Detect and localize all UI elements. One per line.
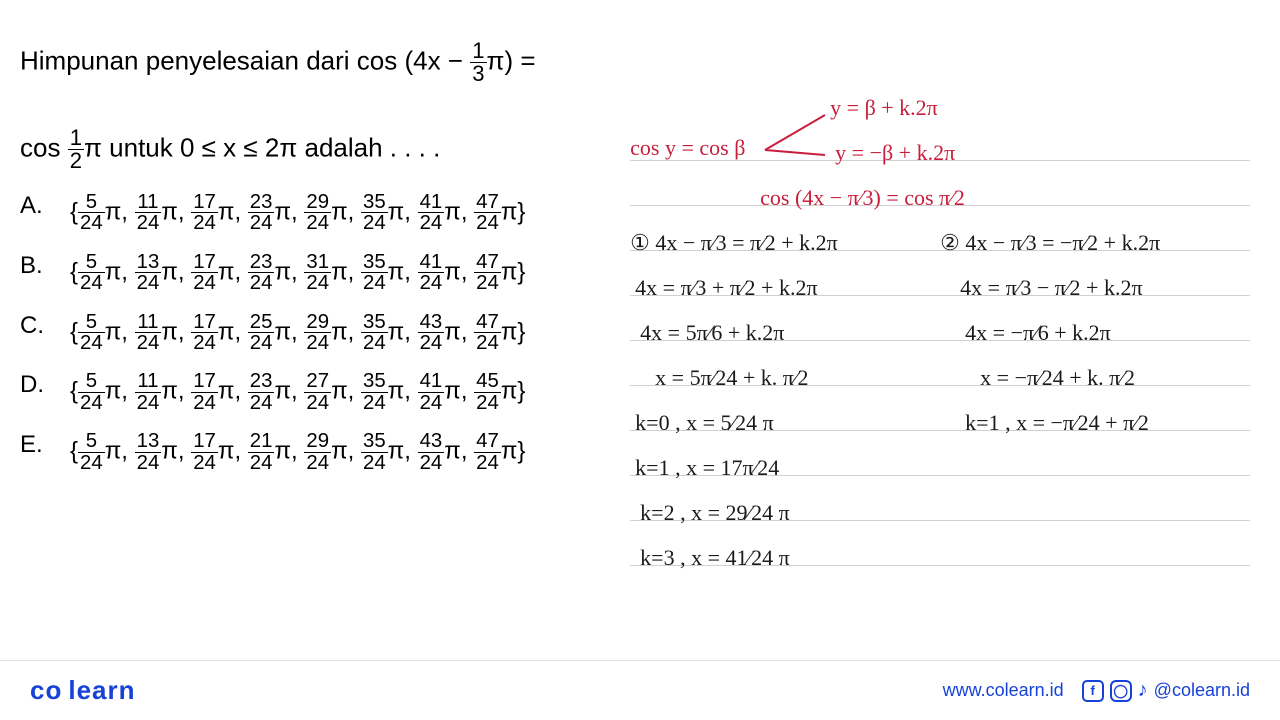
social-handle: @colearn.id xyxy=(1154,680,1250,701)
hw-c2-3: x = −π⁄24 + k. π⁄2 xyxy=(980,365,1135,391)
option-set: {524π, 1324π, 1724π, 2324π, 3124π, 3524π… xyxy=(70,252,525,294)
hw-c1-2: 4x = 5π⁄6 + k.2π xyxy=(640,320,784,346)
option-label: A. xyxy=(20,192,70,234)
hw-c1-0: ① 4x − π⁄3 = π⁄2 + k.2π xyxy=(630,230,838,256)
hw-red-lhs: cos y = cos β xyxy=(630,135,745,161)
question-text: Himpunan penyelesaian dari cos (4x − 13π… xyxy=(20,40,630,172)
option-set: {524π, 1324π, 1724π, 2124π, 2924π, 3524π… xyxy=(70,431,525,473)
social-icons: f ◯ ♪ @colearn.id xyxy=(1082,679,1250,702)
logo: colearn xyxy=(30,675,136,706)
hw-c2-1: 4x = π⁄3 − π⁄2 + k.2π xyxy=(960,275,1142,301)
hw-c2-4: k=1 , x = −π⁄24 + π⁄2 xyxy=(965,410,1149,436)
hw-c1-1: 4x = π⁄3 + π⁄2 + k.2π xyxy=(635,275,817,301)
q-line1-prefix: Himpunan penyelesaian dari cos (4x − xyxy=(20,45,470,75)
hw-c1-5: k=1 , x = 17π⁄24 xyxy=(635,455,779,481)
handwriting-area: y = β + k.2π cos y = cos β y = −β + k.2π… xyxy=(630,40,1260,491)
options-list: A.{524π, 1124π, 1724π, 2324π, 2924π, 352… xyxy=(20,192,630,473)
tiktok-icon: ♪ xyxy=(1138,679,1148,702)
question-area: Himpunan penyelesaian dari cos (4x − 13π… xyxy=(20,40,630,491)
branch-arrow-icon xyxy=(760,105,840,165)
option-label: C. xyxy=(20,312,70,354)
hw-c1-7: k=3 , x = 41⁄24 π xyxy=(640,545,790,571)
option-D: D.{524π, 1124π, 1724π, 2324π, 2724π, 352… xyxy=(20,371,630,413)
logo-part2: learn xyxy=(68,675,135,705)
hw-c2-2: 4x = −π⁄6 + k.2π xyxy=(965,320,1111,346)
logo-part1: co xyxy=(30,675,62,705)
option-E: E.{524π, 1324π, 1724π, 2124π, 2924π, 352… xyxy=(20,431,630,473)
footer-right: www.colearn.id f ◯ ♪ @colearn.id xyxy=(943,679,1250,702)
hw-c1-4: k=0 , x = 5⁄24 π xyxy=(635,410,774,436)
q-line1-suffix: π) = xyxy=(487,45,536,75)
hw-c1-3: x = 5π⁄24 + k. π⁄2 xyxy=(655,365,808,391)
hw-c1-6: k=2 , x = 29⁄24 π xyxy=(640,500,790,526)
option-B: B.{524π, 1324π, 1724π, 2324π, 3124π, 352… xyxy=(20,252,630,294)
footer-url: www.colearn.id xyxy=(943,680,1064,701)
instagram-icon: ◯ xyxy=(1110,680,1132,702)
hw-red-eq: cos (4x − π⁄3) = cos π⁄2 xyxy=(760,185,965,211)
hw-red-branch2: y = −β + k.2π xyxy=(835,140,955,166)
option-set: {524π, 1124π, 1724π, 2324π, 2724π, 3524π… xyxy=(70,371,525,413)
footer: colearn www.colearn.id f ◯ ♪ @colearn.id xyxy=(0,660,1280,720)
option-set: {524π, 1124π, 1724π, 2324π, 2924π, 3524π… xyxy=(70,192,525,234)
option-label: D. xyxy=(20,371,70,413)
q-line2-suffix: π untuk 0 ≤ x ≤ 2π adalah . . . . xyxy=(84,132,440,162)
facebook-icon: f xyxy=(1082,680,1104,702)
q-frac2: 12 xyxy=(68,127,84,172)
option-set: {524π, 1124π, 1724π, 2524π, 2924π, 3524π… xyxy=(70,312,525,354)
option-A: A.{524π, 1124π, 1724π, 2324π, 2924π, 352… xyxy=(20,192,630,234)
option-label: E. xyxy=(20,431,70,473)
q-line2-prefix: cos xyxy=(20,132,68,162)
hw-c2-0: ② 4x − π⁄3 = −π⁄2 + k.2π xyxy=(940,230,1160,256)
option-C: C.{524π, 1124π, 1724π, 2524π, 2924π, 352… xyxy=(20,312,630,354)
option-label: B. xyxy=(20,252,70,294)
q-frac1: 13 xyxy=(470,40,486,85)
hw-red-branch1: y = β + k.2π xyxy=(830,95,938,121)
